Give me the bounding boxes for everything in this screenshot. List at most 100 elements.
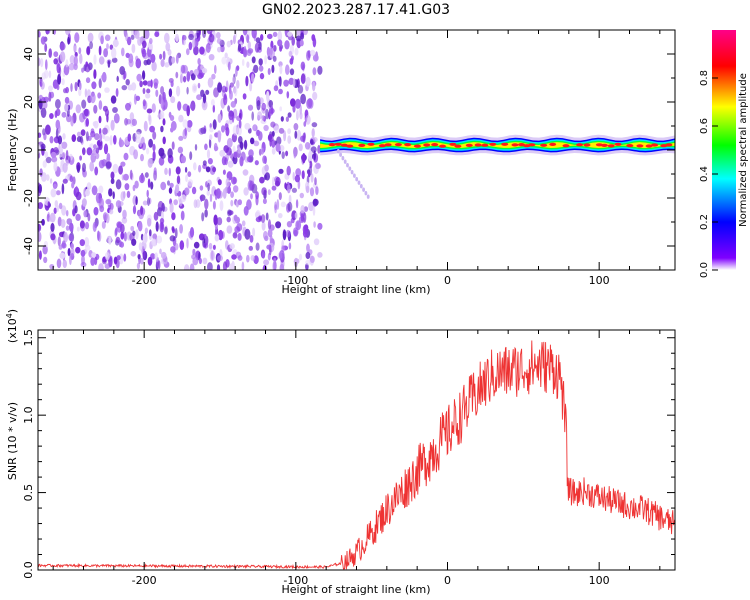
noise-blob (106, 113, 109, 123)
x-tick-label: -200 (132, 574, 157, 587)
noise-blob (167, 180, 170, 186)
noise-blob (242, 93, 247, 100)
noise-blob (272, 55, 277, 62)
noise-blob (86, 147, 93, 156)
noise-blob (142, 70, 146, 80)
noise-blob (186, 238, 189, 249)
noise-blob (171, 141, 175, 150)
noise-blob (104, 34, 111, 42)
noise-blob (309, 160, 313, 169)
noise-blob (41, 218, 45, 226)
noise-blob (285, 150, 289, 157)
signal-peak (334, 142, 342, 146)
noise-blob (283, 130, 287, 142)
noise-blob (180, 155, 186, 164)
noise-blob (221, 125, 225, 133)
signal-peak (562, 144, 570, 148)
noise-blob (73, 189, 77, 196)
noise-blob (237, 199, 242, 206)
noise-blob (232, 34, 236, 45)
noise-blob (61, 183, 65, 195)
signal-peak (636, 144, 644, 148)
noise-blob (145, 93, 151, 99)
noise-blob (202, 257, 208, 265)
snr-y-scale-base: (x10 (6, 318, 19, 343)
noise-blob (160, 181, 167, 191)
noise-blob (123, 173, 129, 181)
noise-blob (38, 132, 42, 138)
noise-blob (131, 30, 134, 37)
noise-blob (134, 180, 139, 189)
noise-blob (228, 110, 234, 121)
noise-blob (256, 100, 261, 111)
noise-blob (206, 190, 211, 196)
noise-blob (49, 178, 53, 184)
noise-blob (273, 125, 280, 134)
noise-blob (226, 216, 231, 223)
noise-blob (204, 198, 209, 210)
noise-blob (170, 80, 174, 88)
noise-blob (251, 111, 254, 121)
y-tick-label: 1.0 (22, 406, 35, 424)
noise-blob (227, 61, 231, 71)
noise-blob (312, 37, 317, 48)
noise-blob (132, 230, 136, 237)
noise-blob (58, 202, 63, 210)
noise-blob (192, 38, 196, 49)
noise-blob (179, 240, 185, 251)
noise-blob (108, 209, 114, 215)
noise-blob (53, 161, 58, 172)
noise-blob (246, 199, 252, 210)
noise-blob (279, 65, 283, 75)
noise-blob (300, 93, 306, 105)
noise-blob (184, 127, 187, 136)
noise-blob (186, 48, 190, 56)
noise-blob (217, 131, 222, 143)
noise-blob (177, 101, 182, 111)
noise-blob (284, 182, 287, 189)
noise-blob (231, 133, 237, 143)
noise-blob (38, 223, 42, 232)
noise-blob (214, 64, 217, 74)
noise-blob (219, 149, 226, 157)
noise-blob (140, 153, 144, 162)
noise-blob (249, 82, 253, 92)
noise-blob (55, 190, 61, 196)
noise-blob (224, 52, 228, 59)
noise-blob (131, 82, 137, 91)
faint-trace (366, 194, 370, 199)
noise-blob (207, 262, 213, 270)
colorbar-tick-label: 0.0 (699, 262, 710, 278)
signal-peak (454, 144, 462, 148)
noise-blob (226, 40, 231, 48)
noise-blob (109, 135, 113, 146)
noise-blob (223, 93, 227, 100)
noise-blob (245, 75, 249, 87)
noise-blob (209, 134, 213, 141)
noise-blob (280, 201, 286, 208)
noise-blob (247, 104, 254, 111)
noise-blob (154, 31, 160, 38)
noise-blob (115, 88, 119, 97)
noise-blob (127, 133, 132, 142)
noise-blob (40, 36, 46, 45)
noise-blob (198, 164, 202, 173)
signal-peak (423, 143, 431, 147)
noise-blob (62, 178, 68, 184)
noise-blob (306, 243, 310, 253)
noise-blob (262, 198, 267, 205)
noise-blob (153, 211, 159, 221)
noise-blob (296, 109, 300, 119)
faint-trace (359, 184, 363, 189)
faint-trace (353, 173, 356, 178)
noise-blob (160, 86, 165, 95)
noise-blob (231, 254, 237, 260)
noise-blob (60, 219, 66, 228)
noise-blob (315, 186, 319, 196)
noise-blob (59, 146, 63, 155)
noise-blob (271, 147, 276, 155)
faint-trace (355, 177, 359, 182)
noise-blob (203, 242, 209, 249)
noise-blob (130, 34, 135, 40)
